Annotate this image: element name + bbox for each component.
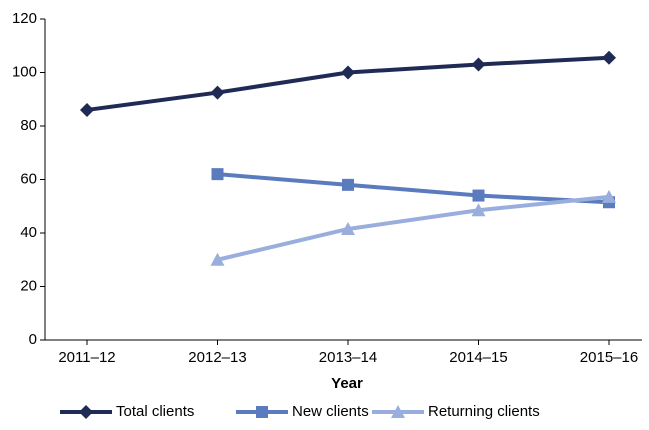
y-tick-label: 80 <box>20 117 37 134</box>
data-point <box>210 252 225 266</box>
data-point <box>210 85 225 100</box>
legend-label: Returning clients <box>428 403 540 420</box>
legend-label: Total clients <box>116 403 194 420</box>
data-point <box>471 203 486 217</box>
data-point <box>602 189 616 203</box>
series-line <box>217 172 610 205</box>
data-point <box>341 221 355 235</box>
legend-marker <box>79 405 93 419</box>
data-point <box>471 57 486 72</box>
legend-label: New clients <box>292 403 369 420</box>
data-point <box>472 189 485 202</box>
data-point <box>80 102 94 117</box>
legend-marker <box>256 406 268 418</box>
x-tick-label: 2012–13 <box>188 349 246 366</box>
y-tick-label: 120 <box>12 10 37 27</box>
x-tick-label: 2011–12 <box>58 349 115 366</box>
x-tick-label: 2013–14 <box>319 349 377 366</box>
y-tick-label: 0 <box>29 331 37 348</box>
data-point <box>211 168 224 181</box>
data-point <box>602 50 616 65</box>
data-point <box>341 65 355 80</box>
data-point <box>342 178 354 191</box>
x-tick-label: 2015–16 <box>580 349 638 366</box>
series-line <box>217 194 610 262</box>
y-tick-label: 20 <box>20 277 37 294</box>
y-tick-label: 100 <box>12 63 37 80</box>
legend-marker <box>391 405 405 418</box>
y-tick-label: 60 <box>20 170 37 187</box>
x-axis-title: Year <box>331 375 363 392</box>
y-tick-label: 40 <box>20 224 37 241</box>
x-tick-label: 2014–15 <box>449 349 507 366</box>
